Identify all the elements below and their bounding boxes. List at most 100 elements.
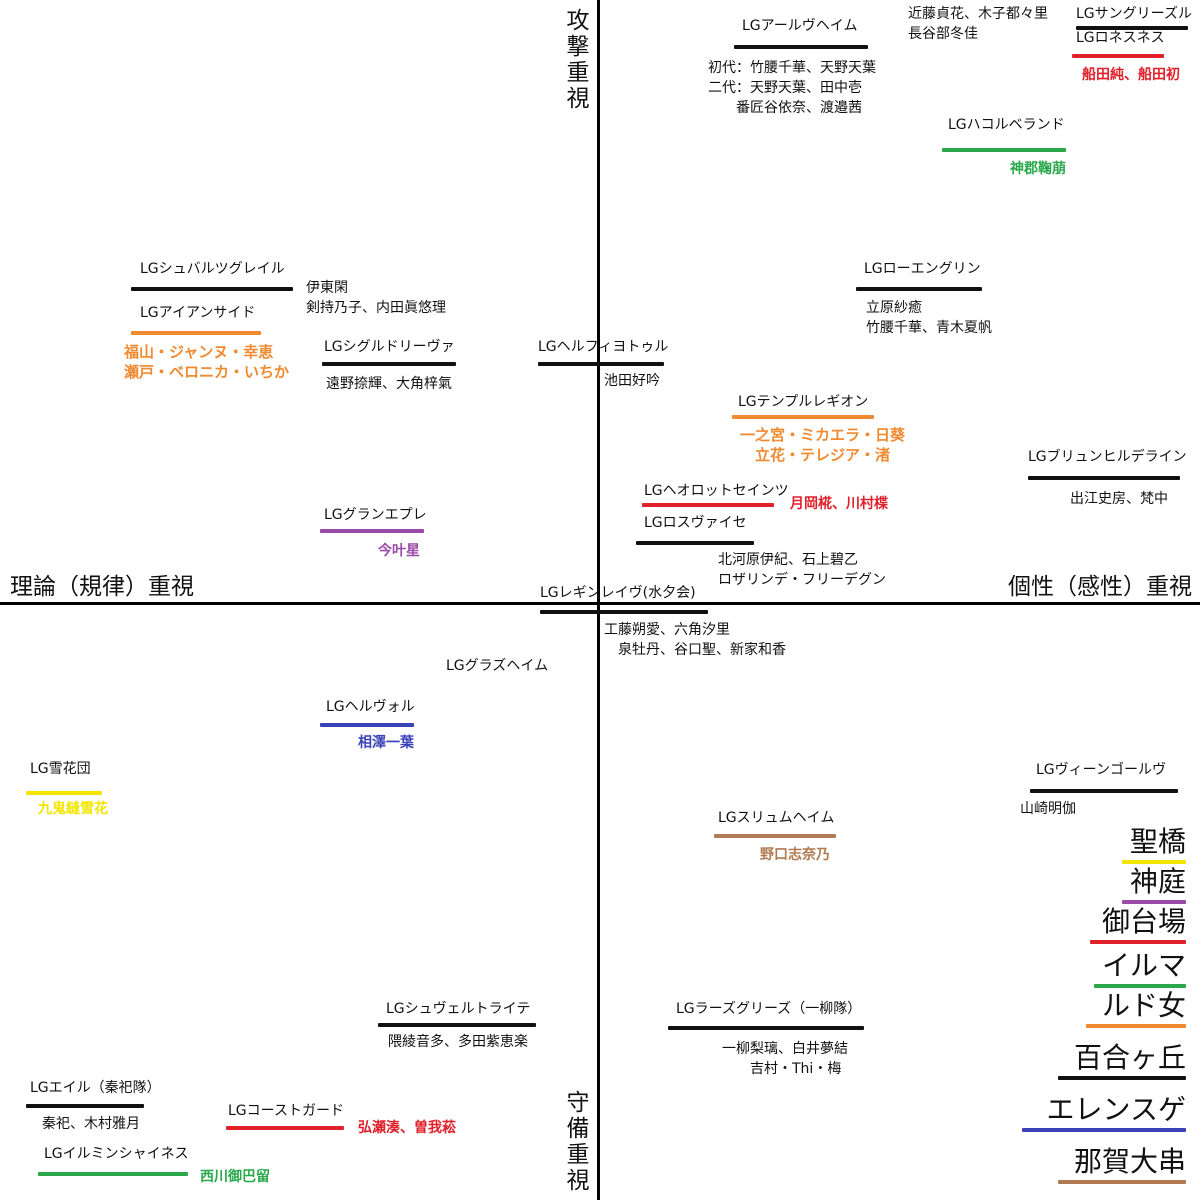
- legion-members: 今叶星: [378, 543, 420, 559]
- legion-name: LGサングリーズル: [1076, 6, 1192, 22]
- school-name: 百合ヶ丘: [1073, 1041, 1186, 1074]
- legion-members: 一之宮・ミカエラ・日葵 立花・テレジア・渚: [740, 426, 906, 464]
- legion-members: 初代：竹腰千華、天野天葉 二代：天野天葉、田中壱 番匠谷依奈、渡邉茜: [708, 60, 876, 116]
- legion-members: 近藤貞花、木子都々里 長谷部冬佳: [908, 6, 1048, 42]
- legion-color-bar: [226, 1126, 344, 1130]
- school-legend-item: 御台場: [1090, 906, 1186, 944]
- vertical-axis-line: [597, 0, 600, 1200]
- legion-members: 北河原伊紀、石上碧乙 ロザリンデ・フリーデグン: [718, 552, 886, 588]
- legion-color-bar: [131, 287, 293, 291]
- legion-color-bar: [26, 1104, 144, 1108]
- legion-name: LGローエングリン: [864, 261, 981, 277]
- legion-members: 秦祀、木村雅月: [42, 1116, 140, 1132]
- school-name: イルマ: [1101, 949, 1186, 982]
- legion-color-bar: [538, 362, 664, 366]
- legion-color-bar: [1030, 789, 1178, 793]
- school-legend-item: 那賀大串: [1058, 1146, 1186, 1184]
- legion-name: LGアールヴヘイム: [742, 18, 858, 34]
- legion-members: 月岡椛、川村楪: [790, 496, 888, 512]
- school-legend-item: ルド女: [1086, 990, 1186, 1028]
- legion-members: 相澤一葉: [358, 735, 414, 751]
- legion-color-bar: [942, 148, 1066, 152]
- school-color-bar: [1086, 1024, 1186, 1028]
- legion-name: LGシュヴェルトライテ: [386, 1001, 531, 1017]
- legion-members: 隈綾音多、多田紫恵楽: [388, 1034, 528, 1050]
- legion-color-bar: [1072, 54, 1164, 58]
- legion-color-bar: [1028, 476, 1180, 480]
- legion-members: 池田好吟: [604, 373, 660, 389]
- legion-color-bar: [714, 834, 836, 838]
- legion-members: 工藤朔愛、六角汐里 泉牡丹、谷口聖、新家和香: [604, 622, 786, 658]
- legion-name: LGヘオロットセインツ: [644, 483, 789, 499]
- school-color-bar: [1022, 1128, 1186, 1132]
- school-legend-item: イルマ: [1094, 950, 1186, 988]
- legion-members: 西川御巴留: [200, 1169, 270, 1185]
- school-name: 聖橋: [1129, 825, 1186, 858]
- legion-name: LGヴィーンゴールヴ: [1036, 762, 1166, 778]
- school-legend-item: エレンスゲ: [1022, 1094, 1186, 1132]
- legion-color-bar: [38, 1172, 188, 1176]
- legion-color-bar: [636, 541, 754, 545]
- school-legend-item: 百合ヶ丘: [1058, 1042, 1186, 1080]
- school-name: ルド女: [1101, 989, 1186, 1022]
- axis-label-left: 理論（規律）重視: [10, 574, 194, 600]
- legion-members: 遠野捺輝、大角梓氣: [326, 376, 452, 392]
- legion-color-bar: [856, 287, 982, 291]
- legion-color-bar: [320, 529, 424, 533]
- legion-color-bar: [642, 503, 774, 507]
- school-legend-item: 神庭: [1122, 866, 1186, 904]
- legion-members: 福山・ジャンヌ・幸恵 瀬戸・ベロニカ・いちか: [124, 343, 290, 381]
- legion-name: LGラーズグリーズ（一柳隊）: [676, 1001, 862, 1017]
- school-color-bar: [1058, 1076, 1186, 1080]
- legion-name: LGロスヴァイセ: [644, 515, 747, 531]
- legion-members: 一柳梨璃、白井夢結 吉村・Thi・梅: [722, 1041, 848, 1077]
- legion-name: LGグランエプレ: [324, 507, 427, 523]
- legion-color-bar: [540, 610, 708, 614]
- legion-name: LGアイアンサイド: [140, 305, 256, 321]
- legion-members: 神郡鞠萠: [1010, 161, 1066, 177]
- horizontal-axis-line: [0, 602, 1200, 605]
- axis-label-right: 個性（感性）重視: [1008, 574, 1192, 600]
- legion-name: LGグラズヘイム: [446, 658, 549, 674]
- legion-name: LGシグルドリーヴァ: [324, 339, 455, 355]
- legion-name: LGエイル（秦祀隊）: [30, 1080, 161, 1096]
- legion-members: 立原紗癒 竹腰千華、青木夏帆: [866, 300, 992, 336]
- legion-name: LGコーストガード: [228, 1103, 344, 1119]
- axis-label-bottom: 守備重視: [566, 1090, 590, 1194]
- legion-name: LGヘルフィヨトゥル: [538, 339, 669, 355]
- school-name: 御台場: [1101, 905, 1186, 938]
- legion-name: LGシュバルツグレイル: [140, 261, 285, 277]
- legion-members: 出江史房、梵中: [1070, 491, 1168, 507]
- school-color-bar: [1090, 940, 1186, 944]
- legion-members: 船田純、船田初: [1082, 67, 1180, 83]
- school-name: エレンスゲ: [1046, 1093, 1186, 1126]
- school-color-bar: [1058, 1180, 1186, 1184]
- legion-color-bar: [131, 331, 261, 335]
- legion-name: LGスリュムヘイム: [718, 810, 835, 826]
- legion-name: LGイルミンシャイネス: [44, 1146, 189, 1162]
- legion-color-bar: [668, 1026, 864, 1030]
- legion-color-bar: [26, 791, 102, 795]
- school-color-bar: [1122, 860, 1186, 864]
- legion-color-bar: [322, 362, 456, 366]
- legion-name: LGヘルヴォル: [326, 699, 415, 715]
- legion-name: LGブリュンヒルデライン: [1028, 449, 1187, 465]
- legion-name: LGロネスネス: [1076, 30, 1165, 46]
- legion-members: 弘瀬湊、曽我菘: [358, 1120, 456, 1136]
- legion-members: 野口志奈乃: [760, 847, 830, 863]
- legion-members: 伊東閑 剣持乃子、内田眞悠理: [306, 280, 446, 316]
- legion-name: LGハコルベランド: [948, 117, 1065, 133]
- legion-name: LGテンプルレギオン: [738, 394, 869, 410]
- school-name: 神庭: [1129, 865, 1186, 898]
- axis-label-top: 攻撃重視: [566, 8, 590, 112]
- legion-color-bar: [1076, 26, 1188, 30]
- legion-color-bar: [320, 723, 414, 727]
- school-name: 那賀大串: [1073, 1145, 1186, 1178]
- legion-color-bar: [732, 415, 874, 419]
- legion-color-bar: [734, 45, 868, 49]
- legion-name: LGレギンレイヴ(水夕会): [540, 585, 696, 601]
- legion-members: 九鬼縫雪花: [38, 801, 108, 817]
- legion-name: LG雪花団: [30, 761, 91, 777]
- school-legend-item: 聖橋: [1122, 826, 1186, 864]
